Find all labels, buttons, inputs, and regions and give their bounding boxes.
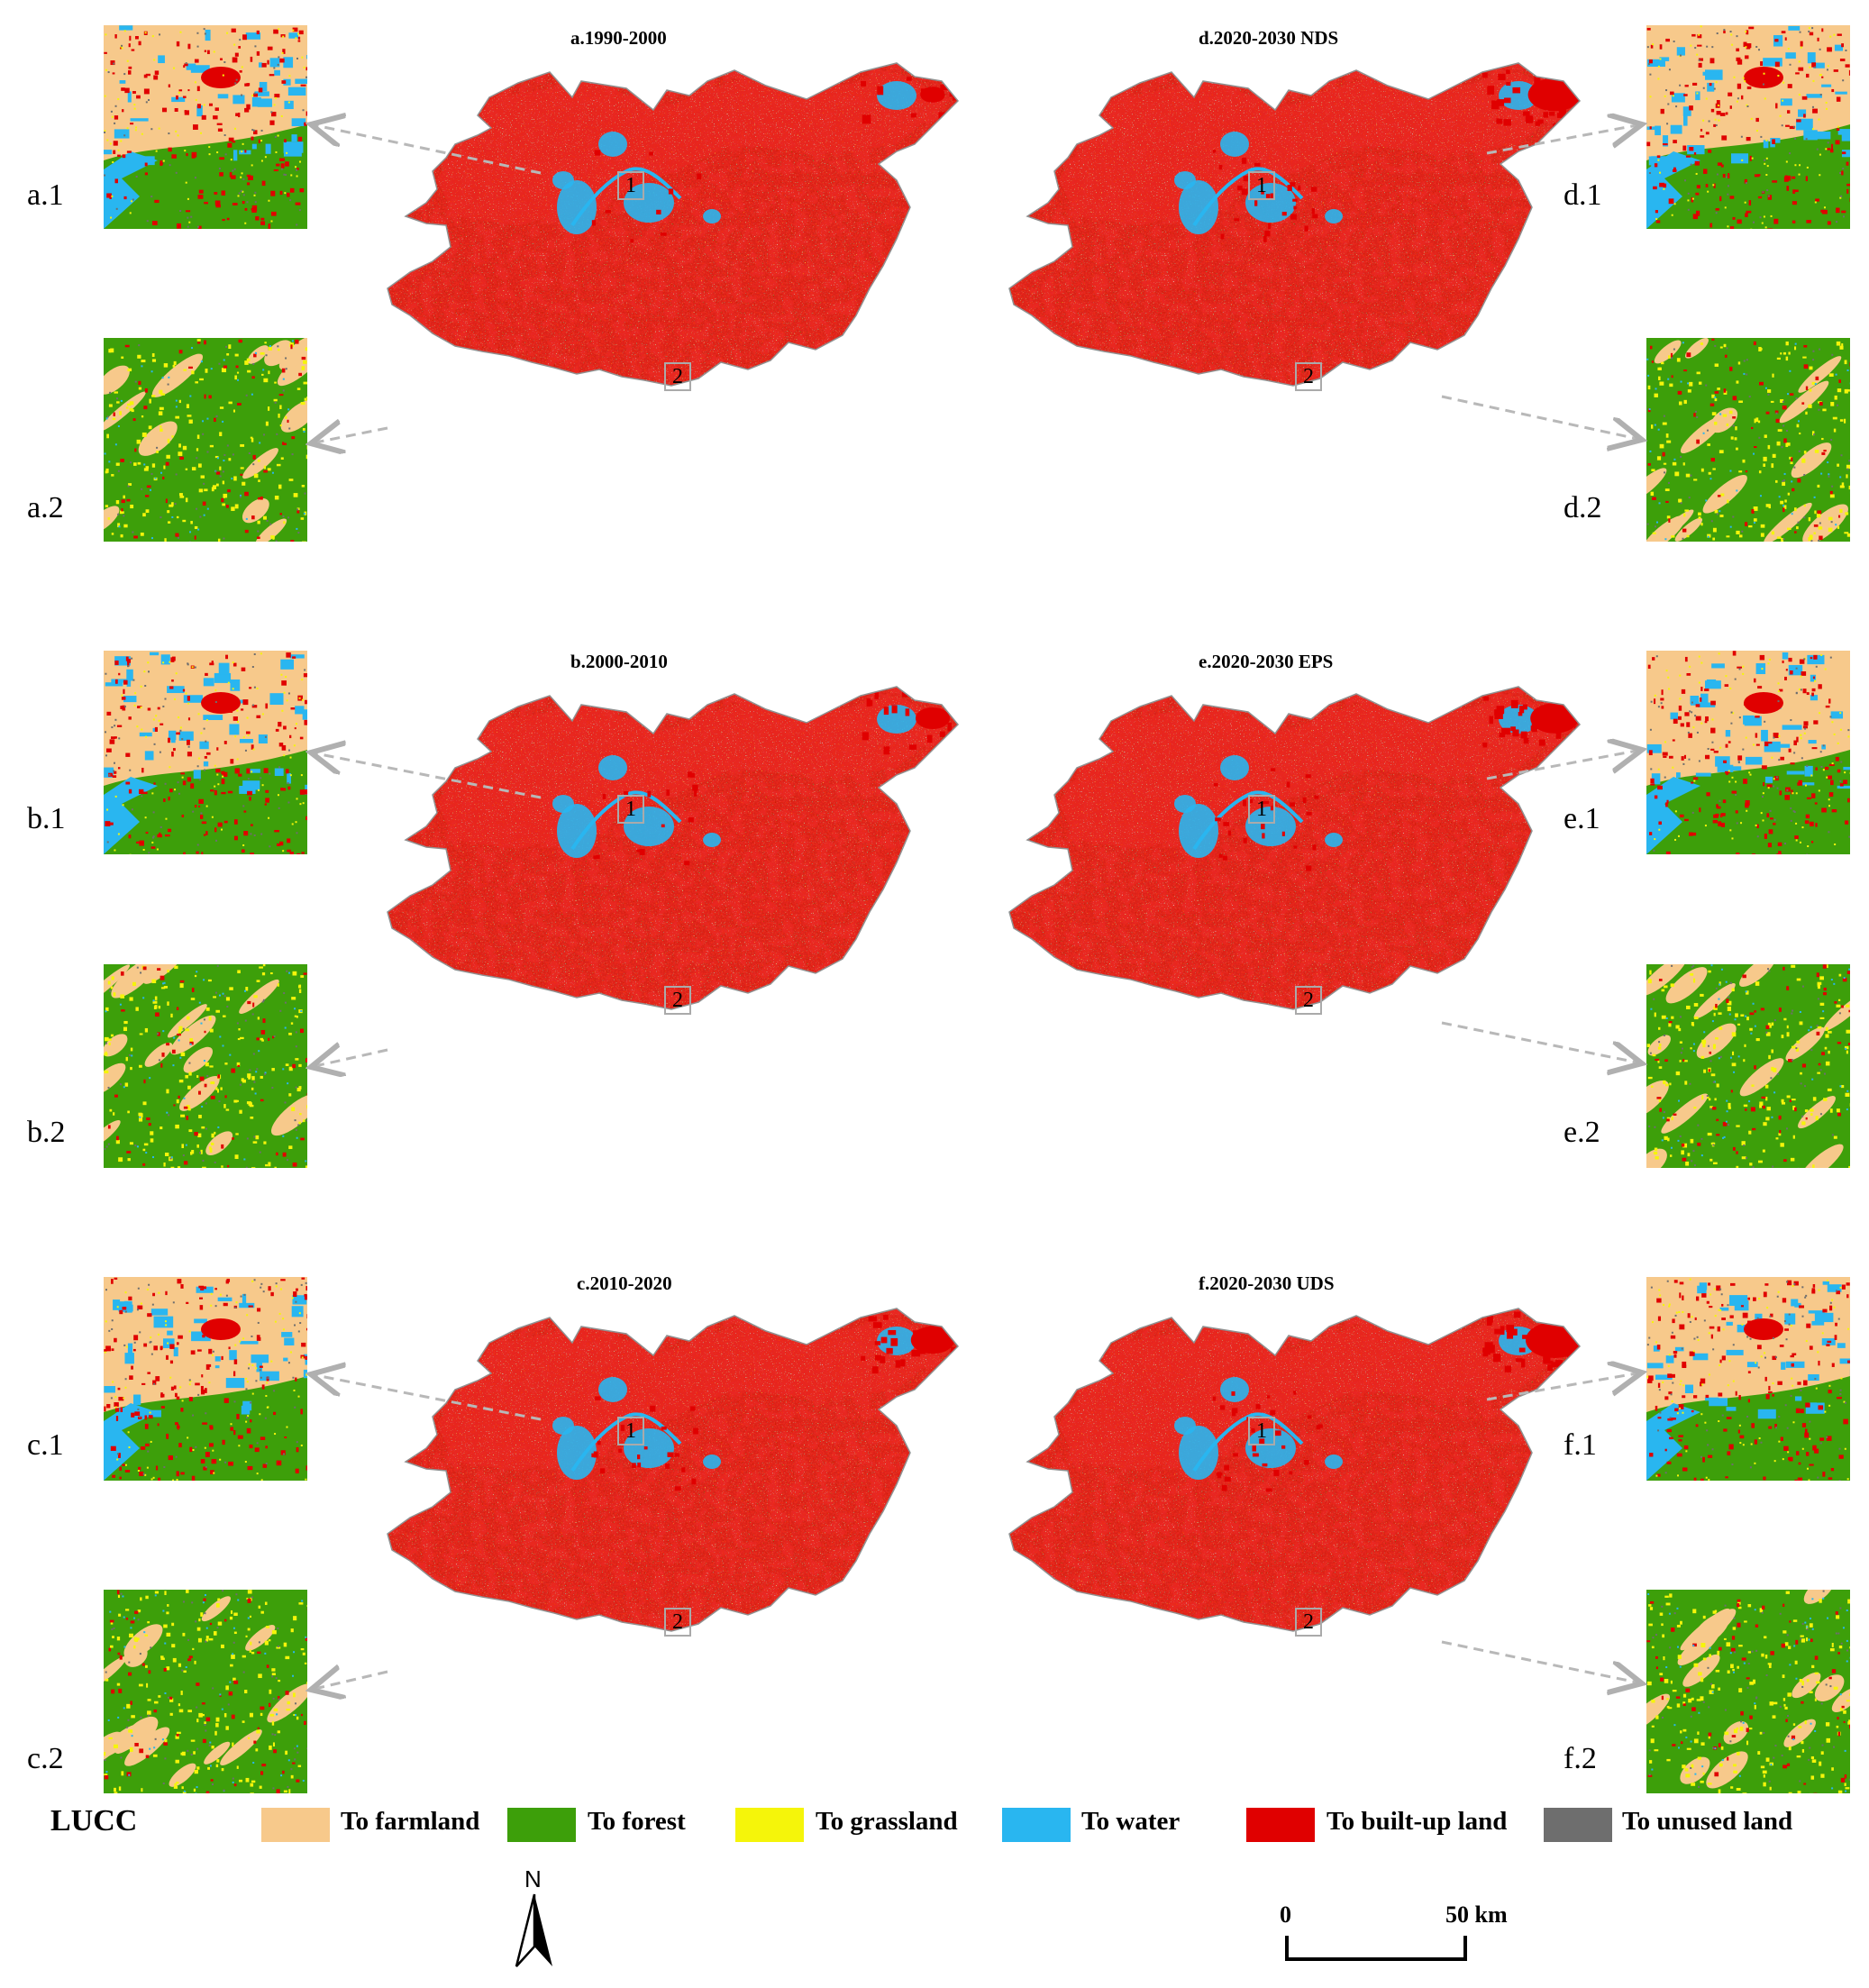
marker-2: 2 [664,362,691,391]
inset-label-d1: d.1 [1564,178,1602,212]
inset-a2 [104,338,307,542]
marker-1: 1 [617,1417,644,1445]
map-panel-b: b.2000-2010 1 2 [356,651,969,1137]
marker-2: 2 [1295,986,1322,1015]
map-title: c.2010-2020 [577,1272,672,1294]
inset-label-b2: b.2 [27,1116,66,1149]
inset-e2 [1646,964,1850,1168]
marker-1: 1 [617,795,644,824]
region-map [1008,1308,1582,1632]
inset-f2 [1646,1590,1850,1793]
inset-label-e2: e.2 [1564,1116,1600,1149]
legend-label-grassland: To grassland [816,1807,958,1836]
inset-label-b1: b.1 [27,802,66,835]
region-map [1008,686,1582,1010]
inset-label-f2: f.2 [1564,1742,1597,1775]
inset-label-a2: a.2 [27,491,64,524]
map-panel-e: e.2020-2030 EPS 1 2 [978,651,1591,1137]
north-arrow-icon [515,1893,552,1967]
map-panel-c: c.2010-2020 1 2 [356,1272,969,1759]
inset-d1 [1646,25,1850,229]
legend-swatch-unused [1544,1808,1612,1842]
map-panel-f: f.2020-2030 UDS 1 2 [978,1272,1591,1759]
inset-label-a1: a.1 [27,178,64,212]
legend-swatch-builtup [1246,1808,1315,1842]
inset-d2 [1646,338,1850,542]
map-title: e.2020-2030 EPS [1199,651,1334,672]
map-panel-d: d.2020-2030 NDS 1 2 [978,27,1591,514]
legend-label-forest: To forest [588,1807,686,1836]
legend-label-builtup: To built-up land [1327,1807,1508,1836]
north-label: N [524,1865,542,1892]
inset-label-d2: d.2 [1564,491,1602,524]
region-map [387,1308,960,1632]
inset-label-e1: e.1 [1564,802,1600,835]
legend-swatch-farmland [261,1808,330,1842]
inset-b1 [104,651,307,854]
map-title: d.2020-2030 NDS [1199,27,1339,49]
legend-label-water: To water [1081,1807,1181,1836]
region-map [387,62,960,387]
legend-title: LUCC [50,1804,138,1838]
map-title: f.2020-2030 UDS [1199,1272,1335,1294]
marker-2: 2 [1295,362,1322,391]
marker-2: 2 [664,986,691,1015]
inset-f1 [1646,1277,1850,1481]
legend-label-farmland: To farmland [341,1807,480,1836]
scale-start: 0 [1280,1901,1291,1928]
marker-1: 1 [1248,171,1275,200]
map-panel-a: a.1990-2000 1 2 [356,27,969,514]
marker-1: 1 [1248,795,1275,824]
legend-swatch-water [1002,1808,1071,1842]
inset-label-c1: c.1 [27,1428,64,1462]
scale-bar: 0 50 km [1280,1901,1514,1974]
inset-c1 [104,1277,307,1481]
marker-2: 2 [664,1608,691,1637]
marker-2: 2 [1295,1608,1322,1637]
inset-a1 [104,25,307,229]
inset-e1 [1646,651,1850,854]
legend-label-unused: To unused land [1622,1807,1793,1836]
inset-label-f1: f.1 [1564,1428,1597,1462]
scale-end: 50 km [1445,1901,1508,1928]
marker-1: 1 [617,171,644,200]
inset-c2 [104,1590,307,1793]
marker-1: 1 [1248,1417,1275,1445]
map-title: b.2000-2010 [570,651,668,672]
legend-swatch-forest [507,1808,576,1842]
map-title: a.1990-2000 [570,27,667,49]
legend-swatch-grassland [735,1808,804,1842]
inset-b2 [104,964,307,1168]
region-map [387,686,960,1010]
north-arrow: N [512,1865,557,1974]
region-map [1008,62,1582,387]
inset-label-c2: c.2 [27,1742,64,1775]
scale-line [1285,1936,1467,1961]
